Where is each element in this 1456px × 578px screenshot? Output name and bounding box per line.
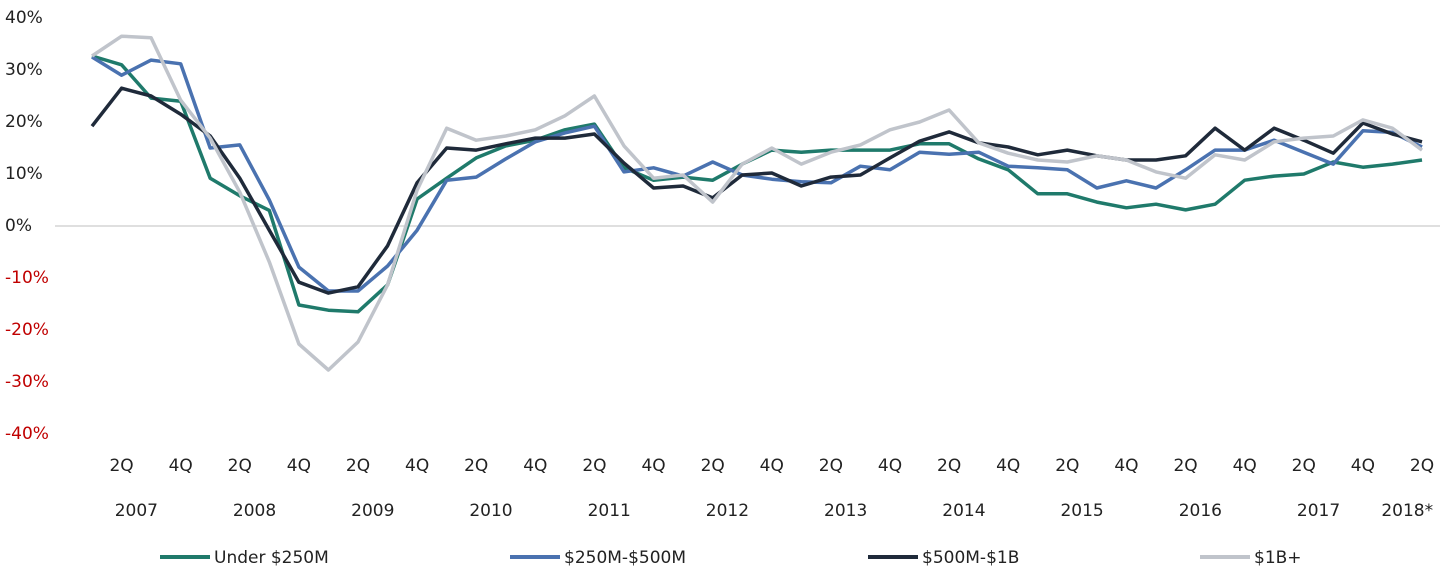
y-tick-label: -20%	[5, 320, 49, 340]
x-tick-label: 2Q	[582, 456, 606, 476]
legend-label: $500M-$1B	[922, 548, 1019, 568]
year-label: 2017	[1297, 501, 1340, 521]
series-line	[90, 86, 1423, 295]
year-label: 2012	[706, 501, 749, 521]
y-tick-label: 0%	[5, 216, 32, 236]
x-tick-label: 2Q	[1173, 456, 1197, 476]
year-label: 2009	[351, 501, 394, 521]
y-tick-label: 30%	[5, 60, 43, 80]
x-tick-label: 4Q	[287, 456, 311, 476]
x-tick-label: 2Q	[819, 456, 843, 476]
x-tick-label: 2Q	[346, 456, 370, 476]
x-tick-label: 2Q	[228, 456, 252, 476]
y-tick-label: 40%	[5, 8, 43, 28]
year-label: 2018*	[1381, 501, 1433, 521]
legend-label: Under $250M	[214, 548, 329, 568]
y-tick-label: -40%	[5, 424, 49, 444]
x-tick-label: 4Q	[1351, 456, 1375, 476]
x-tick-label: 2Q	[464, 456, 488, 476]
x-tick-label: 4Q	[523, 456, 547, 476]
y-tick-label: -30%	[5, 372, 49, 392]
x-tick-label: 2Q	[109, 456, 133, 476]
x-tick-label: 4Q	[641, 456, 665, 476]
year-label: 2008	[233, 501, 276, 521]
x-tick-label: 4Q	[1233, 456, 1257, 476]
series-line	[91, 54, 1423, 314]
y-tick-label: 20%	[5, 112, 43, 132]
x-tick-label: 4Q	[1114, 456, 1138, 476]
x-tick-label: 2Q	[1055, 456, 1079, 476]
year-label: 2011	[588, 501, 631, 521]
year-label: 2014	[942, 501, 985, 521]
x-tick-label: 4Q	[996, 456, 1020, 476]
year-label: 2013	[824, 501, 867, 521]
x-tick-label: 4Q	[169, 456, 193, 476]
x-tick-label: 4Q	[760, 456, 784, 476]
x-tick-label: 2Q	[1292, 456, 1316, 476]
x-tick-label: 2Q	[1410, 456, 1434, 476]
year-label: 2007	[115, 501, 158, 521]
legend-label: $250M-$500M	[564, 548, 686, 568]
year-label: 2016	[1179, 501, 1222, 521]
legend-label: $1B+	[1254, 548, 1302, 568]
y-tick-label: 10%	[5, 164, 43, 184]
year-label: 2015	[1060, 501, 1103, 521]
y-tick-label: -10%	[5, 268, 49, 288]
series-line	[91, 34, 1424, 372]
x-tick-label: 2Q	[937, 456, 961, 476]
x-tick-label: 4Q	[405, 456, 429, 476]
series-line	[91, 55, 1423, 293]
x-tick-label: 4Q	[878, 456, 902, 476]
year-label: 2010	[469, 501, 512, 521]
x-tick-label: 2Q	[701, 456, 725, 476]
